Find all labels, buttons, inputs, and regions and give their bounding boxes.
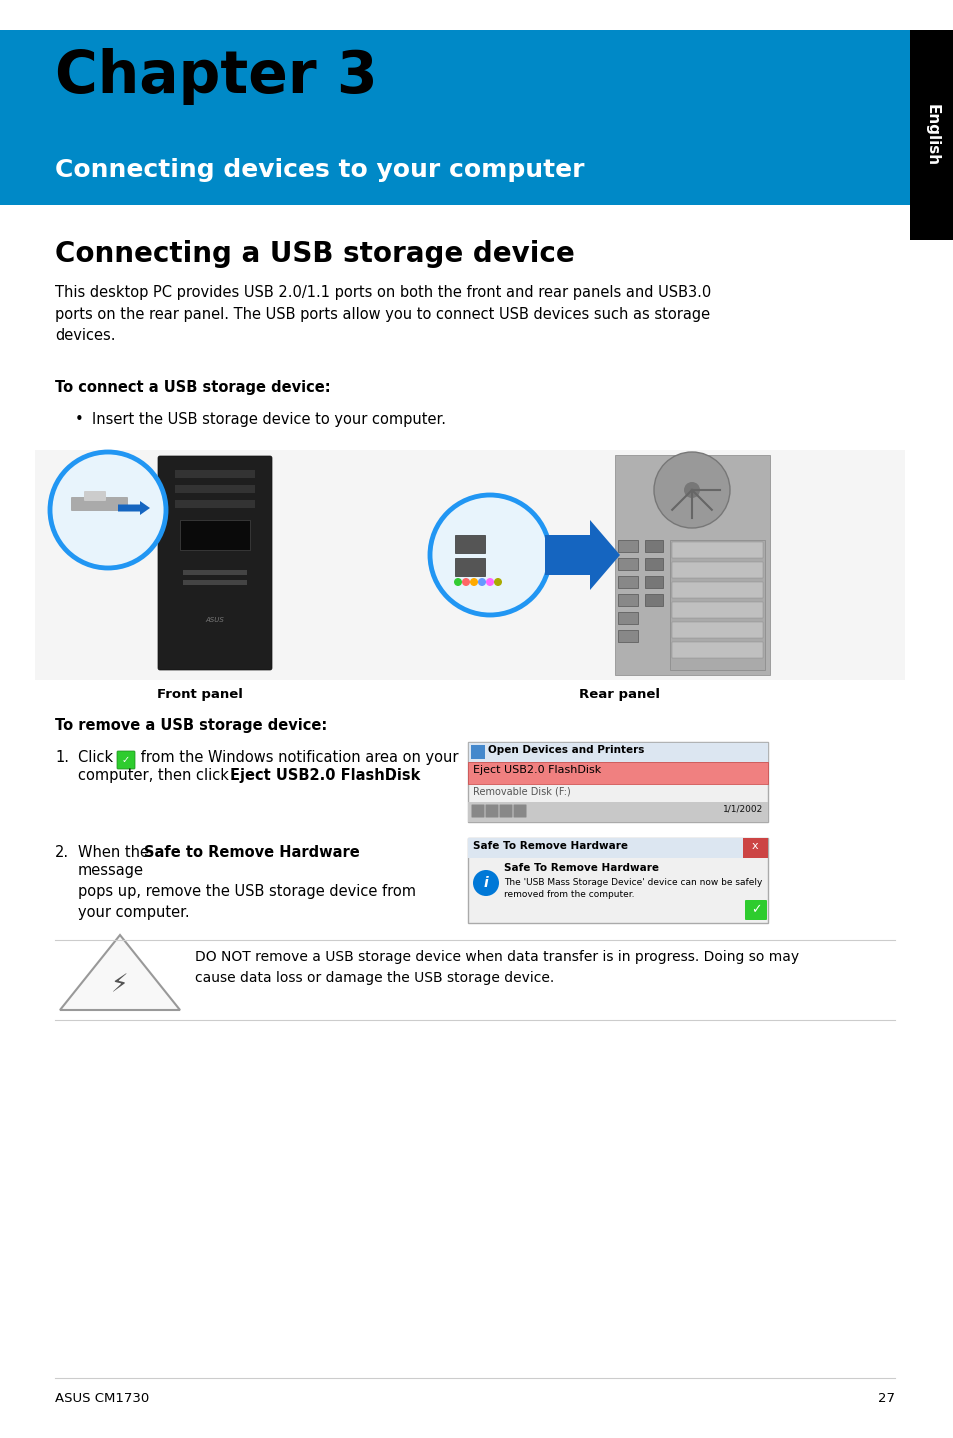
FancyBboxPatch shape	[471, 745, 484, 759]
FancyBboxPatch shape	[744, 900, 766, 920]
Text: from the Windows notification area on your: from the Windows notification area on yo…	[136, 751, 458, 765]
Text: To connect a USB storage device:: To connect a USB storage device:	[55, 380, 331, 395]
FancyBboxPatch shape	[468, 838, 767, 923]
FancyBboxPatch shape	[671, 623, 762, 638]
Text: 1.: 1.	[55, 751, 69, 765]
Text: Chapter 3: Chapter 3	[55, 47, 377, 105]
FancyBboxPatch shape	[468, 742, 767, 823]
Circle shape	[683, 482, 700, 498]
FancyBboxPatch shape	[742, 838, 767, 858]
FancyBboxPatch shape	[485, 804, 498, 817]
FancyBboxPatch shape	[468, 742, 767, 762]
Text: 27: 27	[877, 1392, 894, 1405]
Text: ✓: ✓	[122, 755, 130, 765]
Text: 2.: 2.	[55, 846, 69, 860]
Text: i: i	[483, 876, 488, 890]
Text: The 'USB Mass Storage Device' device can now be safely: The 'USB Mass Storage Device' device can…	[503, 879, 761, 887]
FancyBboxPatch shape	[468, 838, 742, 858]
FancyBboxPatch shape	[618, 558, 638, 569]
FancyBboxPatch shape	[669, 541, 764, 670]
FancyBboxPatch shape	[158, 456, 272, 670]
Text: x: x	[751, 841, 758, 851]
Text: •: •	[75, 413, 84, 427]
FancyBboxPatch shape	[471, 804, 484, 817]
Circle shape	[454, 578, 461, 587]
Circle shape	[461, 578, 470, 587]
FancyBboxPatch shape	[618, 613, 638, 624]
Circle shape	[470, 578, 477, 587]
Circle shape	[430, 495, 550, 615]
FancyBboxPatch shape	[644, 541, 662, 552]
FancyBboxPatch shape	[468, 762, 767, 784]
Text: Eject USB2.0 FlashDisk: Eject USB2.0 FlashDisk	[230, 768, 420, 784]
Text: ⚡: ⚡	[112, 974, 129, 997]
Text: computer, then click: computer, then click	[78, 768, 233, 784]
Text: Eject USB2.0 FlashDisk: Eject USB2.0 FlashDisk	[473, 765, 600, 775]
Text: This desktop PC provides USB 2.0/1.1 ports on both the front and rear panels and: This desktop PC provides USB 2.0/1.1 por…	[55, 285, 711, 344]
Text: To remove a USB storage device:: To remove a USB storage device:	[55, 718, 327, 733]
Circle shape	[477, 578, 485, 587]
Circle shape	[654, 452, 729, 528]
Text: English: English	[923, 104, 939, 165]
FancyBboxPatch shape	[499, 804, 512, 817]
Text: Open Devices and Printers: Open Devices and Printers	[488, 745, 643, 755]
Text: ASUS CM1730: ASUS CM1730	[55, 1392, 149, 1405]
Circle shape	[494, 578, 501, 587]
FancyBboxPatch shape	[618, 541, 638, 552]
Text: Connecting a USB storage device: Connecting a USB storage device	[55, 240, 574, 267]
Text: Safe To Remove Hardware: Safe To Remove Hardware	[473, 841, 627, 851]
FancyBboxPatch shape	[35, 450, 904, 680]
FancyBboxPatch shape	[618, 594, 638, 605]
Polygon shape	[544, 521, 619, 590]
Text: message
pops up, remove the USB storage device from
your computer.: message pops up, remove the USB storage …	[78, 863, 416, 920]
FancyBboxPatch shape	[117, 751, 135, 769]
Text: removed from the computer.: removed from the computer.	[503, 890, 634, 899]
FancyBboxPatch shape	[455, 535, 484, 554]
Text: 1/1/2002: 1/1/2002	[722, 805, 762, 814]
FancyBboxPatch shape	[618, 577, 638, 588]
FancyBboxPatch shape	[174, 470, 254, 477]
Text: Click: Click	[78, 751, 117, 765]
FancyBboxPatch shape	[671, 641, 762, 659]
Text: Safe to Remove Hardware: Safe to Remove Hardware	[144, 846, 359, 860]
FancyBboxPatch shape	[615, 454, 769, 674]
FancyBboxPatch shape	[644, 558, 662, 569]
FancyBboxPatch shape	[513, 804, 526, 817]
Circle shape	[473, 870, 498, 896]
FancyBboxPatch shape	[455, 558, 484, 577]
FancyBboxPatch shape	[644, 594, 662, 605]
Text: When the: When the	[78, 846, 153, 860]
Text: ASUS: ASUS	[205, 617, 224, 623]
FancyBboxPatch shape	[71, 498, 128, 510]
FancyBboxPatch shape	[671, 582, 762, 598]
FancyBboxPatch shape	[671, 562, 762, 578]
FancyBboxPatch shape	[644, 577, 662, 588]
Text: Rear panel: Rear panel	[578, 687, 659, 700]
Text: DO NOT remove a USB storage device when data transfer is in progress. Doing so m: DO NOT remove a USB storage device when …	[194, 951, 799, 985]
FancyBboxPatch shape	[909, 30, 953, 240]
Text: Insert the USB storage device to your computer.: Insert the USB storage device to your co…	[91, 413, 446, 427]
FancyBboxPatch shape	[671, 542, 762, 558]
Text: Removable Disk (F:): Removable Disk (F:)	[473, 787, 570, 797]
Circle shape	[485, 578, 494, 587]
Text: .: .	[390, 768, 395, 784]
Circle shape	[50, 452, 166, 568]
Text: Front panel: Front panel	[157, 687, 243, 700]
Text: Safe To Remove Hardware: Safe To Remove Hardware	[503, 863, 659, 873]
FancyBboxPatch shape	[174, 500, 254, 508]
FancyBboxPatch shape	[183, 580, 247, 585]
FancyBboxPatch shape	[618, 630, 638, 641]
FancyBboxPatch shape	[174, 485, 254, 493]
FancyBboxPatch shape	[468, 802, 767, 823]
FancyBboxPatch shape	[180, 521, 250, 549]
FancyArrow shape	[118, 500, 150, 515]
FancyBboxPatch shape	[671, 603, 762, 618]
FancyBboxPatch shape	[84, 490, 106, 500]
FancyBboxPatch shape	[0, 30, 909, 206]
Text: ✓: ✓	[750, 903, 760, 916]
FancyBboxPatch shape	[183, 569, 247, 575]
Text: Connecting devices to your computer: Connecting devices to your computer	[55, 158, 584, 183]
Polygon shape	[60, 935, 180, 1009]
